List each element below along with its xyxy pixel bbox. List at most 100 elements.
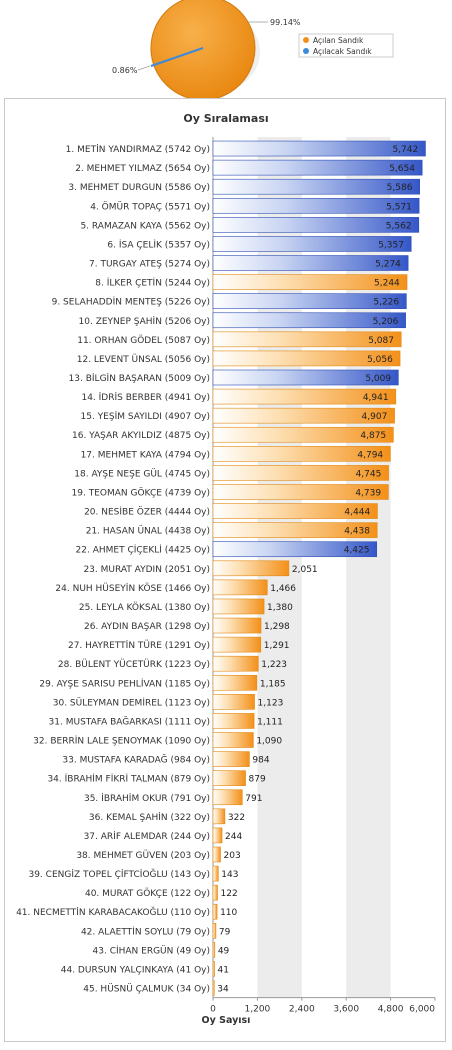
bar[interactable] — [212, 961, 215, 977]
category-label: 45. HÜSNÜ ÇALMUK (34 Oy) — [83, 984, 210, 995]
bar[interactable] — [212, 293, 407, 309]
bar-value-label: 5,244 — [374, 279, 400, 289]
bar[interactable] — [212, 465, 389, 481]
bar[interactable] — [212, 369, 399, 386]
bar[interactable] — [212, 426, 394, 443]
bar[interactable] — [212, 923, 217, 939]
bar[interactable] — [212, 674, 258, 691]
bar-value-label: 1,090 — [256, 737, 282, 747]
bar[interactable] — [212, 350, 401, 367]
bar[interactable] — [212, 827, 223, 844]
category-label: 28. BÜLENT YÜCETÜRK (1223 Oy) — [58, 659, 210, 670]
bar[interactable] — [212, 789, 243, 806]
pie-chart: 99.14% 0.86% Açılan Sandık Açılacak Sand… — [112, 0, 394, 101]
bar-value-label: 203 — [224, 851, 241, 861]
bar-value-label: 1,123 — [258, 698, 284, 708]
bar[interactable] — [212, 751, 250, 767]
bar-value-label: 1,291 — [264, 641, 290, 651]
bar[interactable] — [212, 694, 255, 710]
bar-value-label: 984 — [252, 756, 269, 766]
bar[interactable] — [212, 388, 397, 405]
category-label: 35. İBRAHİM OKUR (791 Oy) — [84, 793, 210, 804]
bar[interactable] — [212, 407, 395, 424]
x-tick-label: 1,200 — [245, 1005, 271, 1015]
bar[interactable] — [212, 522, 378, 538]
bar[interactable] — [212, 980, 215, 996]
category-label: 9. SELAHADDİN MENTEŞ (5226 Oy) — [52, 297, 210, 308]
bar-value-label: 4,875 — [360, 431, 386, 441]
bar[interactable] — [212, 255, 409, 271]
category-label: 20. NESİBE ÖZER (4444 Oy) — [84, 507, 210, 518]
category-label: 15. YEŞİM SAYILDI (4907 Oy) — [81, 411, 211, 422]
bar[interactable] — [212, 846, 221, 863]
category-label: 8. İLKER ÇETİN (5244 Oy) — [95, 278, 210, 289]
bar-value-label: 5,742 — [392, 145, 418, 155]
category-label: 21. HASAN ÜNAL (4438 Oy) — [86, 526, 210, 537]
bar[interactable] — [212, 655, 259, 672]
bar[interactable] — [212, 217, 420, 233]
bar[interactable] — [212, 274, 408, 290]
bar-value-label: 322 — [228, 813, 245, 823]
bar[interactable] — [212, 178, 420, 195]
bar[interactable] — [212, 236, 412, 252]
bar[interactable] — [212, 942, 216, 958]
bar-value-label: 1,298 — [264, 622, 290, 632]
category-label: 13. BİLGİN BAŞARAN (5009 Oy) — [69, 373, 210, 384]
bar-value-label: 5,206 — [373, 317, 399, 327]
bar-value-label: 5,654 — [389, 164, 415, 174]
bar[interactable] — [212, 484, 389, 500]
bar[interactable] — [212, 903, 218, 920]
bar[interactable] — [212, 446, 391, 462]
bar[interactable] — [212, 713, 255, 729]
category-label: 27. HAYRETTİN TÜRE (1291 Oy) — [68, 640, 210, 651]
bar[interactable] — [212, 312, 406, 329]
pie-slice-toopen — [150, 47, 204, 67]
bar[interactable] — [212, 560, 290, 577]
category-label: 39. CENGİZ TOPEL ÇİFTCİOĞLU (143 Oy) — [28, 868, 210, 880]
legend-toopen-icon — [303, 48, 309, 54]
bar[interactable] — [212, 808, 226, 825]
pie-leader-line-small — [137, 65, 151, 71]
bar[interactable] — [212, 331, 402, 348]
bar-value-label: 1,380 — [267, 603, 293, 613]
x-tick-label: 6,000 — [409, 1005, 435, 1015]
bar[interactable] — [212, 884, 218, 901]
category-label: 16. YAŞAR AKYILDIZ (4875 Oy) — [72, 431, 210, 441]
chart-title: Oy Sıralaması — [183, 112, 268, 125]
legend-opened-icon — [303, 37, 309, 43]
category-label: 10. ZEYNEP ŞAHİN (5206 Oy) — [79, 316, 210, 327]
bar-value-label: 4,794 — [357, 450, 383, 460]
ranking-bar-chart: Oy Sıralaması 5,7425,6545,5865,5715,5625… — [16, 112, 436, 1026]
bar[interactable] — [212, 636, 262, 653]
pie-pct-small: 0.86% — [112, 66, 138, 75]
x-tick-label: 0 — [210, 1005, 216, 1015]
legend-opened-label: Açılan Sandık — [313, 36, 364, 45]
bar-value-label: 791 — [245, 794, 262, 804]
category-label: 1. METİN YANDIRMAZ (5742 Oy) — [66, 144, 210, 155]
bar-value-label: 1,466 — [270, 584, 296, 594]
x-axis-ticks: 0 1,200 2,400 3,600 4,800 6,000 — [210, 997, 436, 1015]
bar[interactable] — [212, 865, 219, 882]
bar-value-label: 1,185 — [260, 679, 286, 689]
category-label: 30. SÜLEYMAN DEMİREL (1123 Oy) — [53, 697, 210, 708]
pie-pct-large: 99.14% — [270, 18, 301, 27]
bar[interactable] — [212, 579, 268, 596]
category-label: 23. MURAT AYDIN (2051 Oy) — [83, 565, 210, 575]
category-label: 5. RAMAZAN KAYA (5562 Oy) — [80, 221, 210, 231]
legend-toopen-label: Açılacak Sandık — [313, 47, 372, 56]
bar-value-label: 5,226 — [373, 298, 399, 308]
bar[interactable] — [212, 503, 378, 519]
bar[interactable] — [212, 159, 423, 176]
bar[interactable] — [212, 197, 420, 214]
bar[interactable] — [212, 617, 262, 634]
bar-value-label: 5,009 — [365, 374, 391, 384]
bar[interactable] — [212, 770, 246, 786]
bar[interactable] — [212, 140, 426, 157]
bar[interactable] — [212, 732, 254, 748]
category-label: 38. MEHMET GÜVEN (203 Oy) — [76, 850, 210, 861]
bar[interactable] — [212, 598, 265, 615]
bar-value-label: 143 — [221, 870, 238, 880]
bar-value-label: 5,571 — [386, 202, 412, 212]
bar-value-label: 110 — [220, 908, 237, 918]
bar[interactable] — [212, 541, 378, 558]
